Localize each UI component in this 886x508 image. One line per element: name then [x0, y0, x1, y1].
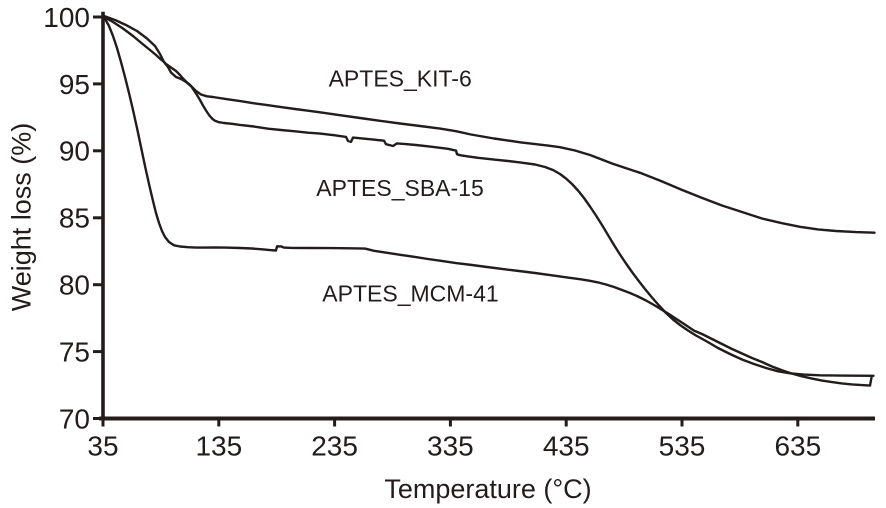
- svg-text:235: 235: [311, 431, 358, 462]
- svg-text:APTES_KIT-6: APTES_KIT-6: [329, 66, 472, 92]
- svg-text:335: 335: [427, 431, 474, 462]
- svg-text:100: 100: [43, 2, 90, 33]
- svg-text:135: 135: [195, 431, 242, 462]
- svg-text:APTES_SBA-15: APTES_SBA-15: [316, 175, 483, 201]
- svg-text:70: 70: [59, 403, 90, 434]
- svg-text:75: 75: [59, 337, 90, 368]
- svg-text:Temperature (°C): Temperature (°C): [384, 474, 591, 504]
- svg-text:80: 80: [59, 270, 90, 301]
- svg-text:535: 535: [659, 431, 706, 462]
- svg-text:95: 95: [59, 69, 90, 100]
- svg-text:APTES_MCM-41: APTES_MCM-41: [322, 280, 498, 306]
- svg-text:35: 35: [87, 431, 118, 462]
- svg-text:Weight loss (%): Weight loss (%): [7, 123, 37, 312]
- svg-text:85: 85: [59, 203, 90, 234]
- svg-text:90: 90: [59, 136, 90, 167]
- svg-text:435: 435: [543, 431, 590, 462]
- svg-text:635: 635: [774, 431, 821, 462]
